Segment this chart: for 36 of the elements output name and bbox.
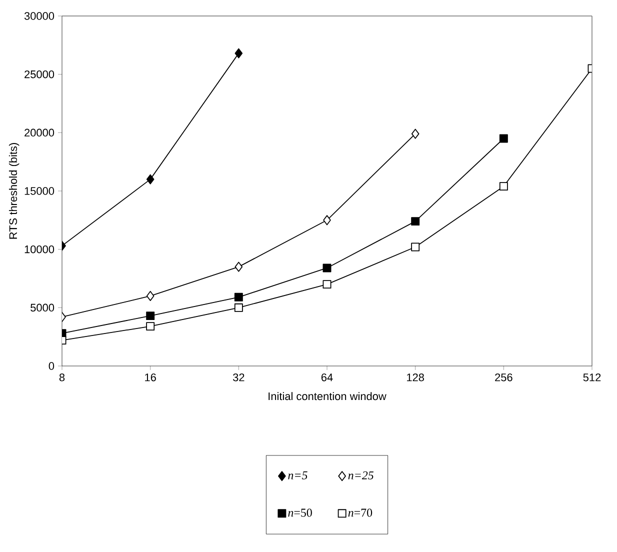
point bbox=[146, 312, 155, 320]
point bbox=[499, 182, 508, 191]
point bbox=[322, 280, 332, 289]
legend-label: n=70 bbox=[348, 508, 372, 517]
y-tick-label: 20000 bbox=[24, 128, 54, 137]
y-tick-label: 5000 bbox=[30, 304, 54, 312]
x-tick-label: 32 bbox=[233, 374, 244, 382]
point bbox=[322, 264, 332, 272]
y-axis-title: RTS threshold (bits) bbox=[8, 143, 20, 239]
point bbox=[146, 174, 154, 184]
x-tick-label: 256 bbox=[495, 374, 512, 382]
y-tick-label: 10000 bbox=[24, 245, 54, 254]
point bbox=[234, 262, 243, 272]
point bbox=[146, 322, 155, 331]
point bbox=[323, 215, 331, 226]
legend-label: n=25 bbox=[348, 471, 374, 480]
y-tick-label: 30000 bbox=[24, 12, 54, 20]
point bbox=[146, 290, 154, 302]
x-axis-title: Initial contention window bbox=[268, 392, 386, 400]
point bbox=[411, 128, 420, 139]
x-tick-label: 16 bbox=[145, 374, 156, 382]
point bbox=[411, 217, 420, 226]
point bbox=[411, 242, 420, 252]
legend-label: n=50 bbox=[288, 508, 312, 517]
y-tick-label: 0 bbox=[48, 362, 54, 370]
x-tick-label: 128 bbox=[407, 374, 424, 382]
point bbox=[499, 134, 508, 143]
y-tick-label: 25000 bbox=[24, 70, 54, 78]
y-tick-label: 15000 bbox=[24, 187, 54, 195]
point bbox=[234, 48, 243, 58]
x-tick-label: 512 bbox=[583, 374, 601, 382]
point bbox=[234, 303, 243, 312]
x-tick-label: 8 bbox=[59, 374, 65, 382]
point bbox=[234, 292, 243, 302]
legend-label: n=5 bbox=[288, 471, 308, 480]
x-tick-label: 64 bbox=[321, 374, 333, 382]
